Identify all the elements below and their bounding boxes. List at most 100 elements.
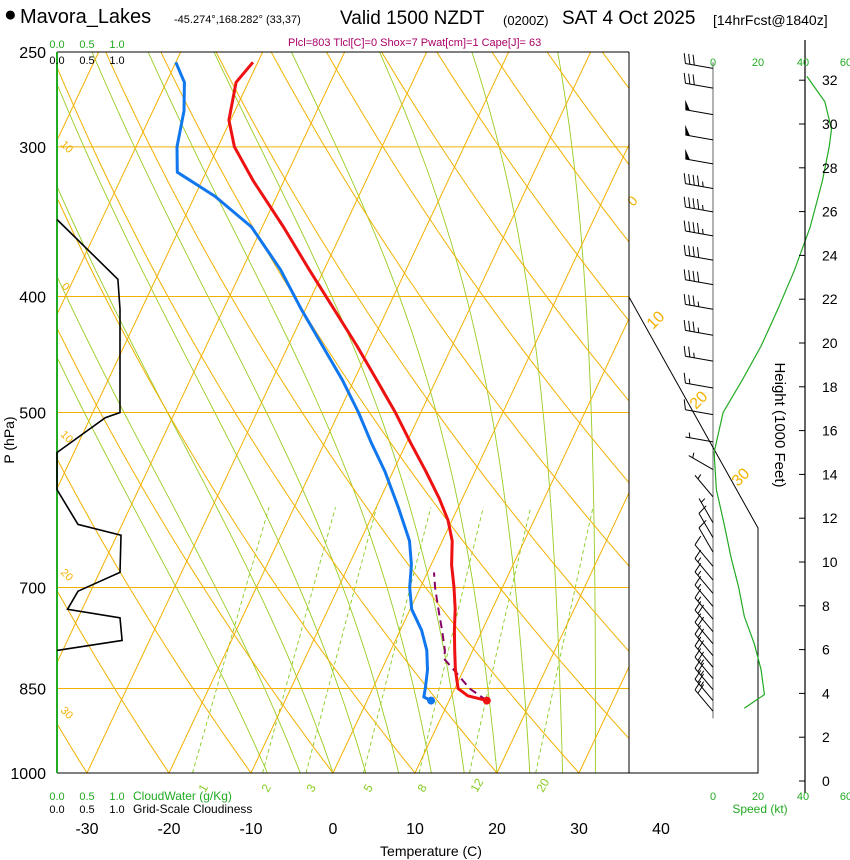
height-tick-label: 18 (822, 379, 838, 395)
barb-flag (697, 628, 705, 638)
barb-flag (694, 648, 702, 658)
utc-time: (0200Z) (503, 13, 549, 28)
barb-staff (698, 498, 714, 523)
barb-flag (683, 345, 686, 357)
barb-staff (694, 571, 714, 594)
barb-staff (685, 355, 714, 362)
height-tick-label: 28 (822, 160, 838, 176)
wind-barb (698, 498, 714, 523)
barb-flag (694, 588, 702, 599)
cloudiness-tick-top: 1.0 (109, 55, 124, 67)
barb-half-flag (697, 596, 702, 602)
cloudwater-tick-top: 0.0 (49, 39, 64, 51)
barb-staff (688, 455, 714, 471)
dry-adiabat (381, 52, 629, 402)
wind-barb (683, 319, 714, 336)
barb-pennant (685, 148, 690, 160)
barb-flag (697, 604, 705, 614)
wind-barb (685, 432, 714, 443)
height-tick-label: 32 (822, 72, 838, 88)
barb-flag (683, 319, 686, 331)
barb-staff (694, 622, 714, 645)
mixing-ratio-label: 3 (303, 781, 319, 794)
moist-adiabat (213, 52, 465, 773)
barb-half-flag (688, 378, 691, 384)
mixing-ratio-line (262, 507, 336, 773)
speed-tick-top: 40 (797, 57, 809, 69)
mixing-ratio-line (305, 507, 378, 773)
temperature-line (227, 61, 488, 703)
speed-tick-bottom: 0 (710, 791, 716, 803)
height-axis-title: Height (1000 Feet) (771, 362, 788, 487)
dewpoint-line (174, 61, 432, 702)
barb-flag (694, 659, 702, 669)
barb-half-flag (688, 432, 691, 438)
barb-half-flag (697, 583, 702, 589)
wind-barb (698, 505, 714, 538)
barb-flag (688, 245, 691, 257)
speed-tick-bottom: 20 (752, 791, 764, 803)
barb-flag (692, 321, 695, 333)
barb-staff (698, 513, 714, 538)
barb-flag (697, 662, 705, 672)
temperature-tick-label: 10 (406, 821, 424, 838)
barb-flag (694, 680, 702, 691)
mixing-ratio-label: 20 (533, 776, 552, 795)
barb-half-flag (697, 570, 702, 576)
barb-flag (694, 562, 702, 573)
barb-flag (697, 198, 700, 210)
barb-flag (694, 535, 702, 546)
barb-half-flag (702, 181, 704, 187)
barb-flag (697, 271, 700, 283)
dry-adiabat-label: 30 (58, 705, 75, 722)
dry-adiabat (270, 52, 629, 567)
temperature-tick-label: 20 (488, 821, 506, 838)
wind-speed-profile (713, 76, 833, 709)
barb-flag (692, 74, 695, 85)
barb-half-flag (697, 557, 702, 563)
speed-tick-bottom: 40 (797, 791, 809, 803)
height-tick-label: 0 (822, 773, 830, 789)
barb-pennant (685, 124, 690, 136)
cloudwater-tick-top: 0.5 (79, 39, 94, 51)
mixing-ratio-label: 12 (467, 776, 486, 795)
pressure-tick-label: 1000 (10, 766, 46, 783)
barb-flag (683, 372, 686, 384)
moist-adiabat (379, 52, 531, 773)
barb-half-flag (702, 204, 704, 211)
wind-barb (694, 659, 714, 691)
temperature-tick-label: 30 (570, 821, 588, 838)
barb-staff (694, 656, 714, 679)
height-tick-label: 24 (822, 247, 838, 263)
barb-half-flag (697, 474, 702, 480)
pressure-axis-title: P (hPa) (1, 416, 17, 463)
barb-flag (692, 246, 695, 257)
height-tick-label: 2 (822, 729, 830, 745)
moist-adiabat (147, 52, 432, 773)
barb-staff (685, 436, 714, 443)
barb-flag (688, 197, 691, 208)
dry-adiabat (57, 196, 416, 773)
cloudiness-profile (56, 218, 123, 652)
temperature-tick-label: 40 (652, 821, 670, 838)
speed-tick-bottom: 60 (840, 791, 850, 803)
barb-staff (685, 382, 714, 389)
cloudwater-tick-top: 1.0 (109, 39, 124, 51)
dry-adiabat (325, 52, 629, 484)
wind-barb (694, 670, 714, 701)
pressure-tick-label: 300 (19, 140, 46, 157)
dry-adiabat (436, 52, 629, 322)
wind-barb (694, 625, 714, 656)
barb-staff (694, 678, 714, 701)
wind-barb (694, 535, 714, 567)
height-tick-label: 22 (822, 291, 838, 307)
wind-barb (698, 519, 714, 553)
barb-staff (694, 689, 714, 712)
barb-pennant (685, 99, 690, 111)
barb-half-flag (700, 498, 706, 503)
barb-half-flag (700, 659, 705, 665)
barb-staff (685, 206, 714, 213)
barb-flag (683, 269, 686, 280)
cloudiness-tick-bottom: 0.0 (49, 804, 64, 816)
surface-temperature-point (482, 696, 491, 705)
